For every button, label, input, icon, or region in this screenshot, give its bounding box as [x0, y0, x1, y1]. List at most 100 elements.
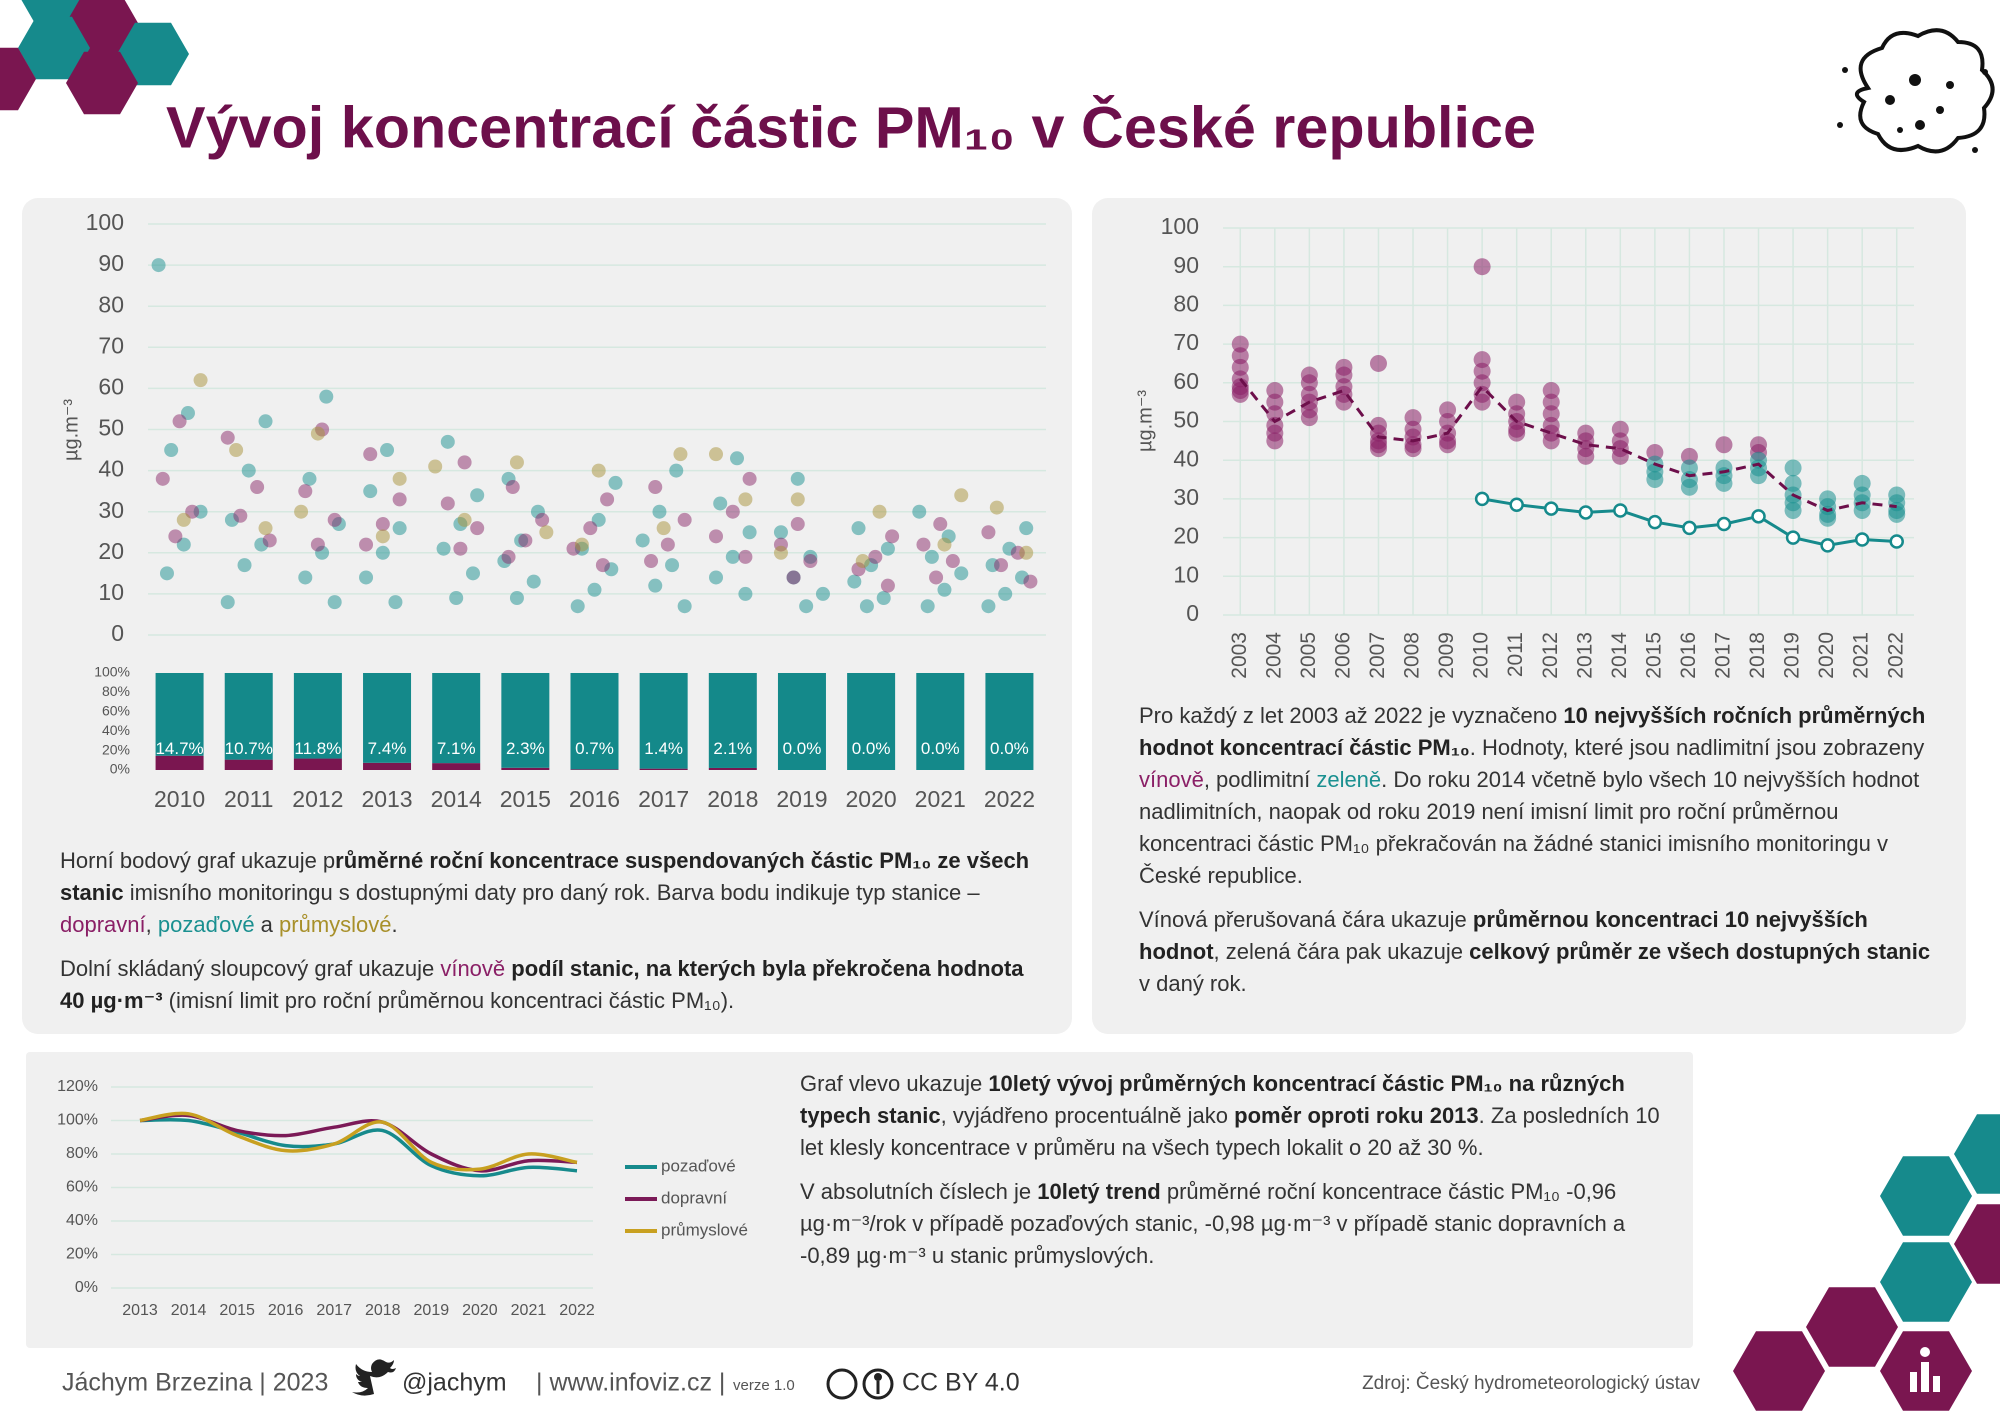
data-point	[359, 537, 374, 552]
data-point	[151, 258, 166, 273]
x-tick-label: 2022	[984, 786, 1035, 812]
data-point	[1231, 385, 1249, 403]
data-point	[786, 570, 801, 585]
line-marker	[1820, 538, 1835, 553]
icon-dot	[1920, 1347, 1930, 1357]
text: , zelená čára pak ukazuje	[1213, 939, 1470, 964]
value-label: 1.4%	[644, 739, 683, 758]
y-axis-label: µg.m⁻³	[1134, 390, 1156, 452]
line-marker	[1578, 505, 1594, 520]
y-tick-label: 60	[1173, 368, 1199, 394]
value-label: 14.7%	[155, 739, 203, 758]
data-point	[665, 558, 680, 573]
x-tick-label: 2017	[316, 1302, 352, 1319]
y-tick-label: 20%	[66, 1246, 98, 1263]
data-point	[250, 480, 265, 495]
x-tick-label: 2019	[414, 1302, 450, 1319]
bar-segment	[501, 673, 550, 768]
dot	[1837, 122, 1843, 128]
data-point	[929, 570, 944, 585]
data-point	[1542, 432, 1560, 450]
value-label: 0.0%	[921, 739, 960, 758]
paragraph: Horní bodový graf ukazuje průměrné roční…	[60, 845, 1050, 941]
data-point	[319, 389, 334, 404]
dot	[1897, 127, 1903, 133]
data-point	[648, 480, 663, 495]
value-label: 2.3%	[506, 739, 545, 758]
footer-version: verze 1.0	[733, 1377, 795, 1394]
data-point	[302, 471, 317, 486]
text: .	[391, 912, 398, 937]
dust-icon	[1837, 28, 1995, 154]
bar-segment	[432, 673, 481, 764]
x-tick-label: 2011	[224, 786, 273, 812]
y-tick-label: 90	[98, 250, 124, 276]
data-point	[920, 599, 935, 614]
value-label: 0.0%	[783, 739, 822, 758]
y-tick-label: 80	[1173, 290, 1199, 316]
data-point	[220, 430, 235, 445]
x-tick-label: 2011	[1504, 632, 1527, 677]
data-point	[1300, 409, 1318, 427]
line-marker	[1889, 534, 1904, 549]
cloud	[1855, 28, 1995, 154]
x-tick-label: 2015	[219, 1302, 255, 1319]
text: Graf vlevo ukazuje	[800, 1071, 989, 1096]
bar-segment	[570, 673, 619, 770]
y-tick-label: 0	[111, 620, 124, 646]
wine-text: dopravní	[60, 912, 146, 937]
data-point	[583, 521, 598, 536]
data-point	[453, 541, 468, 556]
data-point	[470, 488, 485, 503]
bar-segment	[155, 673, 204, 756]
hexagon	[1880, 1242, 1972, 1322]
y-tick-label: 40	[98, 456, 124, 482]
data-point	[1888, 505, 1906, 523]
bold-text: celkový průměr ze všech dostupných stani…	[1469, 939, 1931, 964]
paragraph: Graf vlevo ukazuje 10letý vývoj průměrný…	[800, 1068, 1670, 1164]
data-point	[310, 537, 325, 552]
paragraph: V absolutních číslech je 10letý trend pr…	[800, 1176, 1670, 1272]
dot	[1915, 120, 1925, 130]
data-point	[237, 558, 252, 573]
data-point	[440, 496, 455, 511]
data-point	[608, 475, 623, 490]
line	[139, 1117, 578, 1178]
data-point	[1369, 440, 1387, 458]
bold-text: podíl stanic, na kterých byla překročena…	[60, 956, 1024, 1013]
data-point	[363, 484, 378, 499]
data-point	[298, 570, 313, 585]
text: a	[254, 912, 280, 937]
y-tick-label: 10	[98, 579, 124, 605]
cc-icons	[826, 1368, 894, 1400]
line	[139, 1111, 578, 1172]
hexagon	[0, 47, 36, 111]
bar-segment	[224, 759, 273, 770]
data-point	[375, 517, 390, 532]
x-tick-label: 2021	[511, 1302, 547, 1319]
x-tick-label: 2010	[1470, 632, 1493, 679]
text: Horní bodový graf ukazuje p	[60, 848, 336, 873]
teal-text: zeleně	[1316, 767, 1382, 792]
line-marker	[1682, 520, 1697, 536]
data-point	[738, 549, 753, 564]
bold-text: růměrné roční koncentrace suspendovaných…	[60, 848, 1030, 905]
dot	[1936, 106, 1944, 114]
data-point	[310, 426, 325, 441]
text: ,	[145, 912, 158, 937]
icon-bar	[1921, 1362, 1929, 1392]
data-point	[876, 591, 891, 606]
y-tick-label: 60%	[102, 703, 130, 719]
bar-segment	[639, 768, 688, 770]
by-head	[874, 1373, 882, 1381]
line-marker	[1509, 497, 1524, 512]
line-marker	[1785, 530, 1801, 545]
data-point	[880, 541, 895, 556]
teal-text: pozaďové	[157, 912, 255, 937]
data-point	[428, 459, 443, 474]
data-point	[656, 521, 671, 536]
x-tick-label: 2019	[776, 786, 827, 812]
paragraph: Dolní skládaný sloupcový graf ukazuje ví…	[60, 953, 1050, 1017]
data-point	[1853, 502, 1871, 520]
